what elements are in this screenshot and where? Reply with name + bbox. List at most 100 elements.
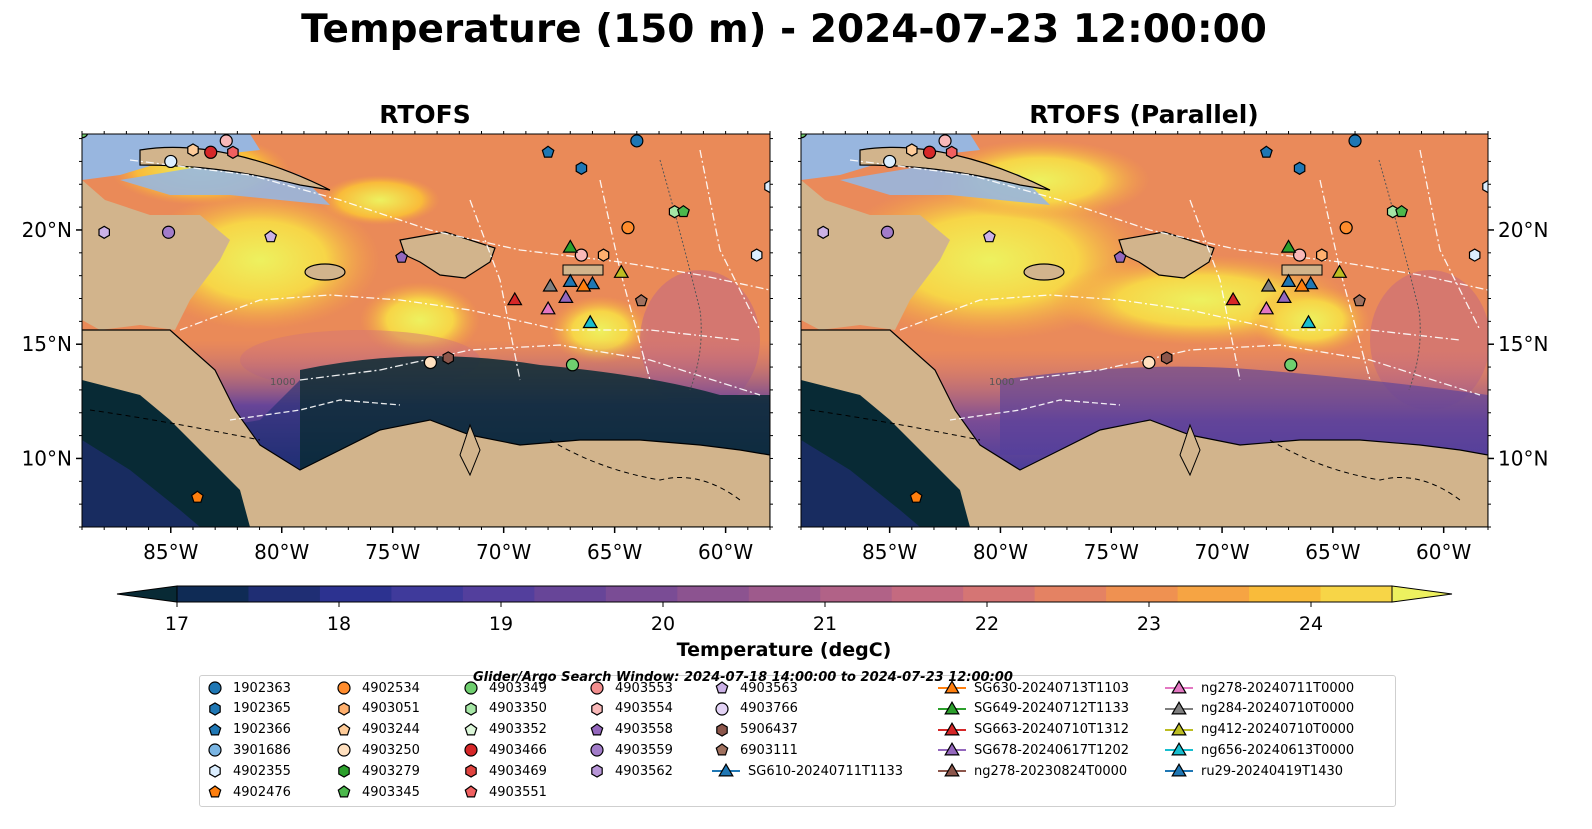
legend-label: SG610-20240711T1133 [748, 763, 904, 779]
x-tick-label: 85°W [862, 540, 917, 564]
legend-entry: 4903250 [334, 740, 420, 760]
legend-marker [1165, 763, 1193, 777]
colorbar-extend-low [116, 585, 178, 603]
triangle-marker [944, 700, 960, 715]
glider-marker [1331, 264, 1348, 278]
triangle-marker [944, 763, 960, 777]
colorbar-tick-label: 19 [489, 613, 513, 635]
colorbar-tick-label: 24 [1299, 613, 1323, 635]
legend-entry: 4903345 [334, 782, 420, 802]
circle-marker [715, 702, 729, 716]
circle-marker [337, 743, 351, 757]
hexagon-marker [591, 702, 603, 716]
map-frame [800, 133, 1489, 528]
y-tick-label: 10°N [1498, 446, 1548, 470]
argo-marker [1142, 355, 1156, 370]
legend-label: 4903469 [489, 763, 547, 779]
y-tick-label: 15°N [1498, 332, 1548, 356]
legend-marker [337, 722, 351, 736]
argo-marker [1259, 145, 1273, 158]
contour-label: 1000 [270, 377, 295, 388]
legend-entry: 4903350 [461, 699, 547, 719]
legend-label: 6903111 [740, 742, 798, 758]
axes-rtofs: 85°W 80°W 75°W 70°W 65°W 60°W 20°N 15°N 10°N [22, 131, 773, 564]
argo-marker [945, 145, 958, 159]
triangle-marker [1171, 721, 1187, 736]
colorbar-frame [176, 585, 1393, 603]
circle-marker [337, 681, 351, 695]
map-frame [81, 133, 771, 528]
legend-label: ng278-20240711T0000 [1201, 680, 1355, 696]
colorbar-tick-label: 20 [651, 613, 675, 635]
glider-marker [1260, 278, 1277, 292]
hexagon-marker [338, 702, 350, 716]
legend-label: 4903250 [362, 742, 420, 758]
colorbar-segment [605, 586, 678, 602]
argo-marker [190, 490, 204, 503]
legend-entry: ng284-20240710T0000 [1165, 699, 1354, 719]
argo-marker [161, 225, 176, 239]
legend-marker [590, 743, 604, 757]
colorbar-tick-label: 17 [165, 613, 189, 635]
legend-entry: 4903562 [587, 761, 673, 781]
circle-marker [590, 743, 604, 757]
legend-marker [590, 681, 604, 695]
colorbar-segment [319, 586, 392, 602]
x-tick-label: 65°W [1305, 540, 1360, 564]
glider-marker [506, 291, 523, 306]
legend-entry: 4903051 [334, 699, 420, 719]
legend-entry: 1902366 [205, 720, 291, 740]
legend-label: SG630-20240713T1103 [974, 680, 1130, 696]
legend-label: 4903551 [489, 784, 547, 800]
argo-marker [575, 161, 588, 175]
legend-label: 4903558 [615, 722, 673, 738]
legend-label: 1902365 [233, 701, 291, 717]
colorbar-segment [748, 586, 821, 602]
triangle-marker [1171, 742, 1187, 756]
legend-marker [464, 681, 478, 695]
glider-marker [562, 273, 579, 287]
circle-marker [464, 743, 478, 757]
argo-marker [621, 221, 635, 235]
colorbar-segment [1106, 586, 1179, 602]
argo-marker [630, 134, 644, 148]
colorbar-segment [1249, 586, 1322, 602]
colorbar-segment [1320, 586, 1393, 602]
triangle-marker [718, 763, 734, 777]
glider-marker [584, 275, 601, 290]
legend-label: 1902363 [233, 680, 291, 696]
y-tick-label: 20°N [1498, 218, 1548, 242]
panel-rtofs: RTOFS [22, 100, 773, 564]
legend-label: 4903466 [489, 742, 547, 758]
legend-entry: 4903554 [587, 699, 673, 719]
x-tick-label: 60°W [1416, 540, 1471, 564]
legend-marker [208, 681, 222, 695]
colorbar: 17 18 19 20 21 22 23 24 [116, 585, 1453, 635]
legend-title: Glider/Argo Search Window: 2024-07-18 14… [473, 670, 1013, 685]
legend-marker [208, 722, 222, 736]
argo-marker [1348, 134, 1362, 148]
pentagon-marker [208, 785, 222, 798]
legend-label: 4903244 [362, 722, 420, 738]
argo-marker [1353, 294, 1366, 307]
argo-marker [227, 145, 239, 159]
circle-marker [208, 681, 222, 695]
argo-marker [883, 154, 897, 169]
argo-marker [676, 204, 690, 218]
x-tick-label: 60°W [698, 540, 753, 564]
legend-marker [591, 702, 603, 716]
argo-marker [880, 225, 895, 239]
argo-marker [922, 145, 937, 159]
x-tick-label: 85°W [143, 540, 198, 564]
x-tick-label: 80°W [254, 540, 309, 564]
legend-label: 4903563 [740, 680, 798, 696]
x-tick-label: 75°W [365, 540, 420, 564]
legend-marker [715, 702, 729, 716]
panel-title: RTOFS (Parallel) [1029, 100, 1258, 129]
x-tick-label: 80°W [973, 540, 1028, 564]
argo-marker [442, 351, 454, 365]
glider-marker [1302, 275, 1319, 290]
triangle-marker [944, 680, 960, 694]
legend-entry: ru29-20240419T1430 [1165, 761, 1343, 781]
